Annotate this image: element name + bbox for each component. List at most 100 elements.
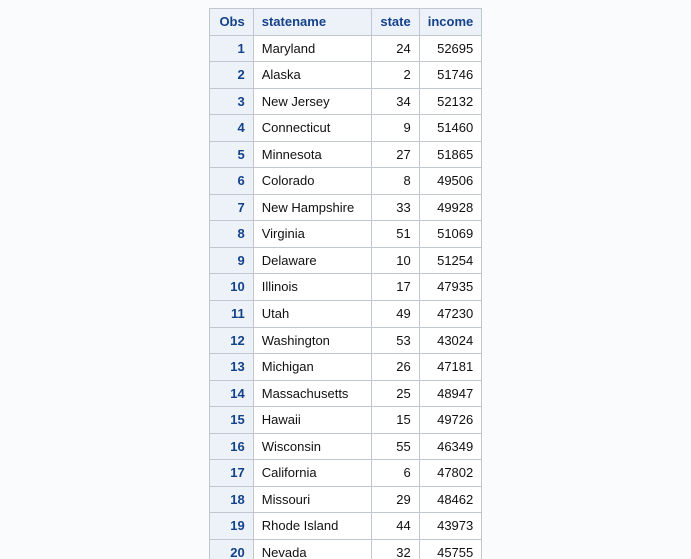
cell-statename: Utah bbox=[253, 301, 371, 328]
cell-state: 9 bbox=[371, 115, 419, 142]
table-row: 6Colorado849506 bbox=[209, 168, 482, 195]
cell-state: 33 bbox=[371, 194, 419, 221]
cell-statename: Hawaii bbox=[253, 407, 371, 434]
cell-obs: 8 bbox=[209, 221, 253, 248]
table-row: 7New Hampshire3349928 bbox=[209, 194, 482, 221]
cell-state: 8 bbox=[371, 168, 419, 195]
cell-income: 43024 bbox=[419, 327, 482, 354]
cell-obs: 6 bbox=[209, 168, 253, 195]
cell-obs: 10 bbox=[209, 274, 253, 301]
cell-obs: 14 bbox=[209, 380, 253, 407]
cell-statename: Nevada bbox=[253, 539, 371, 559]
table-container: Obs statename state income 1Maryland2452… bbox=[0, 0, 691, 559]
col-header-statename: statename bbox=[253, 9, 371, 36]
cell-state: 24 bbox=[371, 35, 419, 62]
cell-income: 43973 bbox=[419, 513, 482, 540]
cell-obs: 15 bbox=[209, 407, 253, 434]
cell-statename: Virginia bbox=[253, 221, 371, 248]
table-row: 12Washington5343024 bbox=[209, 327, 482, 354]
cell-statename: Alaska bbox=[253, 62, 371, 89]
cell-statename: Delaware bbox=[253, 247, 371, 274]
cell-income: 51069 bbox=[419, 221, 482, 248]
cell-statename: New Jersey bbox=[253, 88, 371, 115]
cell-state: 49 bbox=[371, 301, 419, 328]
cell-statename: Wisconsin bbox=[253, 433, 371, 460]
cell-obs: 17 bbox=[209, 460, 253, 487]
cell-income: 46349 bbox=[419, 433, 482, 460]
cell-obs: 1 bbox=[209, 35, 253, 62]
cell-state: 34 bbox=[371, 88, 419, 115]
cell-statename: Washington bbox=[253, 327, 371, 354]
cell-statename: California bbox=[253, 460, 371, 487]
table-row: 19Rhode Island4443973 bbox=[209, 513, 482, 540]
cell-obs: 2 bbox=[209, 62, 253, 89]
data-table: Obs statename state income 1Maryland2452… bbox=[209, 8, 483, 559]
cell-obs: 13 bbox=[209, 354, 253, 381]
cell-statename: Minnesota bbox=[253, 141, 371, 168]
cell-state: 44 bbox=[371, 513, 419, 540]
cell-obs: 3 bbox=[209, 88, 253, 115]
cell-state: 25 bbox=[371, 380, 419, 407]
cell-state: 17 bbox=[371, 274, 419, 301]
cell-income: 47230 bbox=[419, 301, 482, 328]
cell-obs: 11 bbox=[209, 301, 253, 328]
table-row: 1Maryland2452695 bbox=[209, 35, 482, 62]
cell-income: 51865 bbox=[419, 141, 482, 168]
table-row: 8Virginia5151069 bbox=[209, 221, 482, 248]
cell-obs: 18 bbox=[209, 486, 253, 513]
cell-income: 47181 bbox=[419, 354, 482, 381]
cell-income: 49928 bbox=[419, 194, 482, 221]
cell-income: 48947 bbox=[419, 380, 482, 407]
cell-state: 26 bbox=[371, 354, 419, 381]
cell-income: 47935 bbox=[419, 274, 482, 301]
table-row: 13Michigan2647181 bbox=[209, 354, 482, 381]
cell-obs: 4 bbox=[209, 115, 253, 142]
cell-income: 45755 bbox=[419, 539, 482, 559]
cell-state: 51 bbox=[371, 221, 419, 248]
col-header-state: state bbox=[371, 9, 419, 36]
table-row: 14Massachusetts2548947 bbox=[209, 380, 482, 407]
cell-state: 15 bbox=[371, 407, 419, 434]
cell-statename: Rhode Island bbox=[253, 513, 371, 540]
table-row: 16Wisconsin5546349 bbox=[209, 433, 482, 460]
cell-obs: 19 bbox=[209, 513, 253, 540]
cell-obs: 9 bbox=[209, 247, 253, 274]
cell-obs: 20 bbox=[209, 539, 253, 559]
cell-income: 51460 bbox=[419, 115, 482, 142]
table-row: 10Illinois1747935 bbox=[209, 274, 482, 301]
cell-statename: Maryland bbox=[253, 35, 371, 62]
cell-state: 29 bbox=[371, 486, 419, 513]
cell-state: 10 bbox=[371, 247, 419, 274]
cell-obs: 12 bbox=[209, 327, 253, 354]
cell-state: 27 bbox=[371, 141, 419, 168]
col-header-obs: Obs bbox=[209, 9, 253, 36]
cell-statename: Connecticut bbox=[253, 115, 371, 142]
cell-statename: Michigan bbox=[253, 354, 371, 381]
table-row: 18Missouri2948462 bbox=[209, 486, 482, 513]
table-header-row: Obs statename state income bbox=[209, 9, 482, 36]
cell-obs: 5 bbox=[209, 141, 253, 168]
table-row: 5Minnesota2751865 bbox=[209, 141, 482, 168]
cell-income: 51254 bbox=[419, 247, 482, 274]
table-body: 1Maryland24526952Alaska2517463New Jersey… bbox=[209, 35, 482, 559]
table-row: 20Nevada3245755 bbox=[209, 539, 482, 559]
cell-state: 32 bbox=[371, 539, 419, 559]
table-row: 17California647802 bbox=[209, 460, 482, 487]
table-row: 15Hawaii1549726 bbox=[209, 407, 482, 434]
cell-statename: Massachusetts bbox=[253, 380, 371, 407]
table-row: 11Utah4947230 bbox=[209, 301, 482, 328]
col-header-income: income bbox=[419, 9, 482, 36]
cell-statename: Missouri bbox=[253, 486, 371, 513]
cell-state: 55 bbox=[371, 433, 419, 460]
cell-statename: Illinois bbox=[253, 274, 371, 301]
cell-obs: 16 bbox=[209, 433, 253, 460]
cell-income: 52695 bbox=[419, 35, 482, 62]
cell-income: 52132 bbox=[419, 88, 482, 115]
cell-income: 49506 bbox=[419, 168, 482, 195]
cell-income: 51746 bbox=[419, 62, 482, 89]
cell-statename: New Hampshire bbox=[253, 194, 371, 221]
cell-state: 6 bbox=[371, 460, 419, 487]
table-row: 9Delaware1051254 bbox=[209, 247, 482, 274]
cell-income: 47802 bbox=[419, 460, 482, 487]
cell-income: 49726 bbox=[419, 407, 482, 434]
